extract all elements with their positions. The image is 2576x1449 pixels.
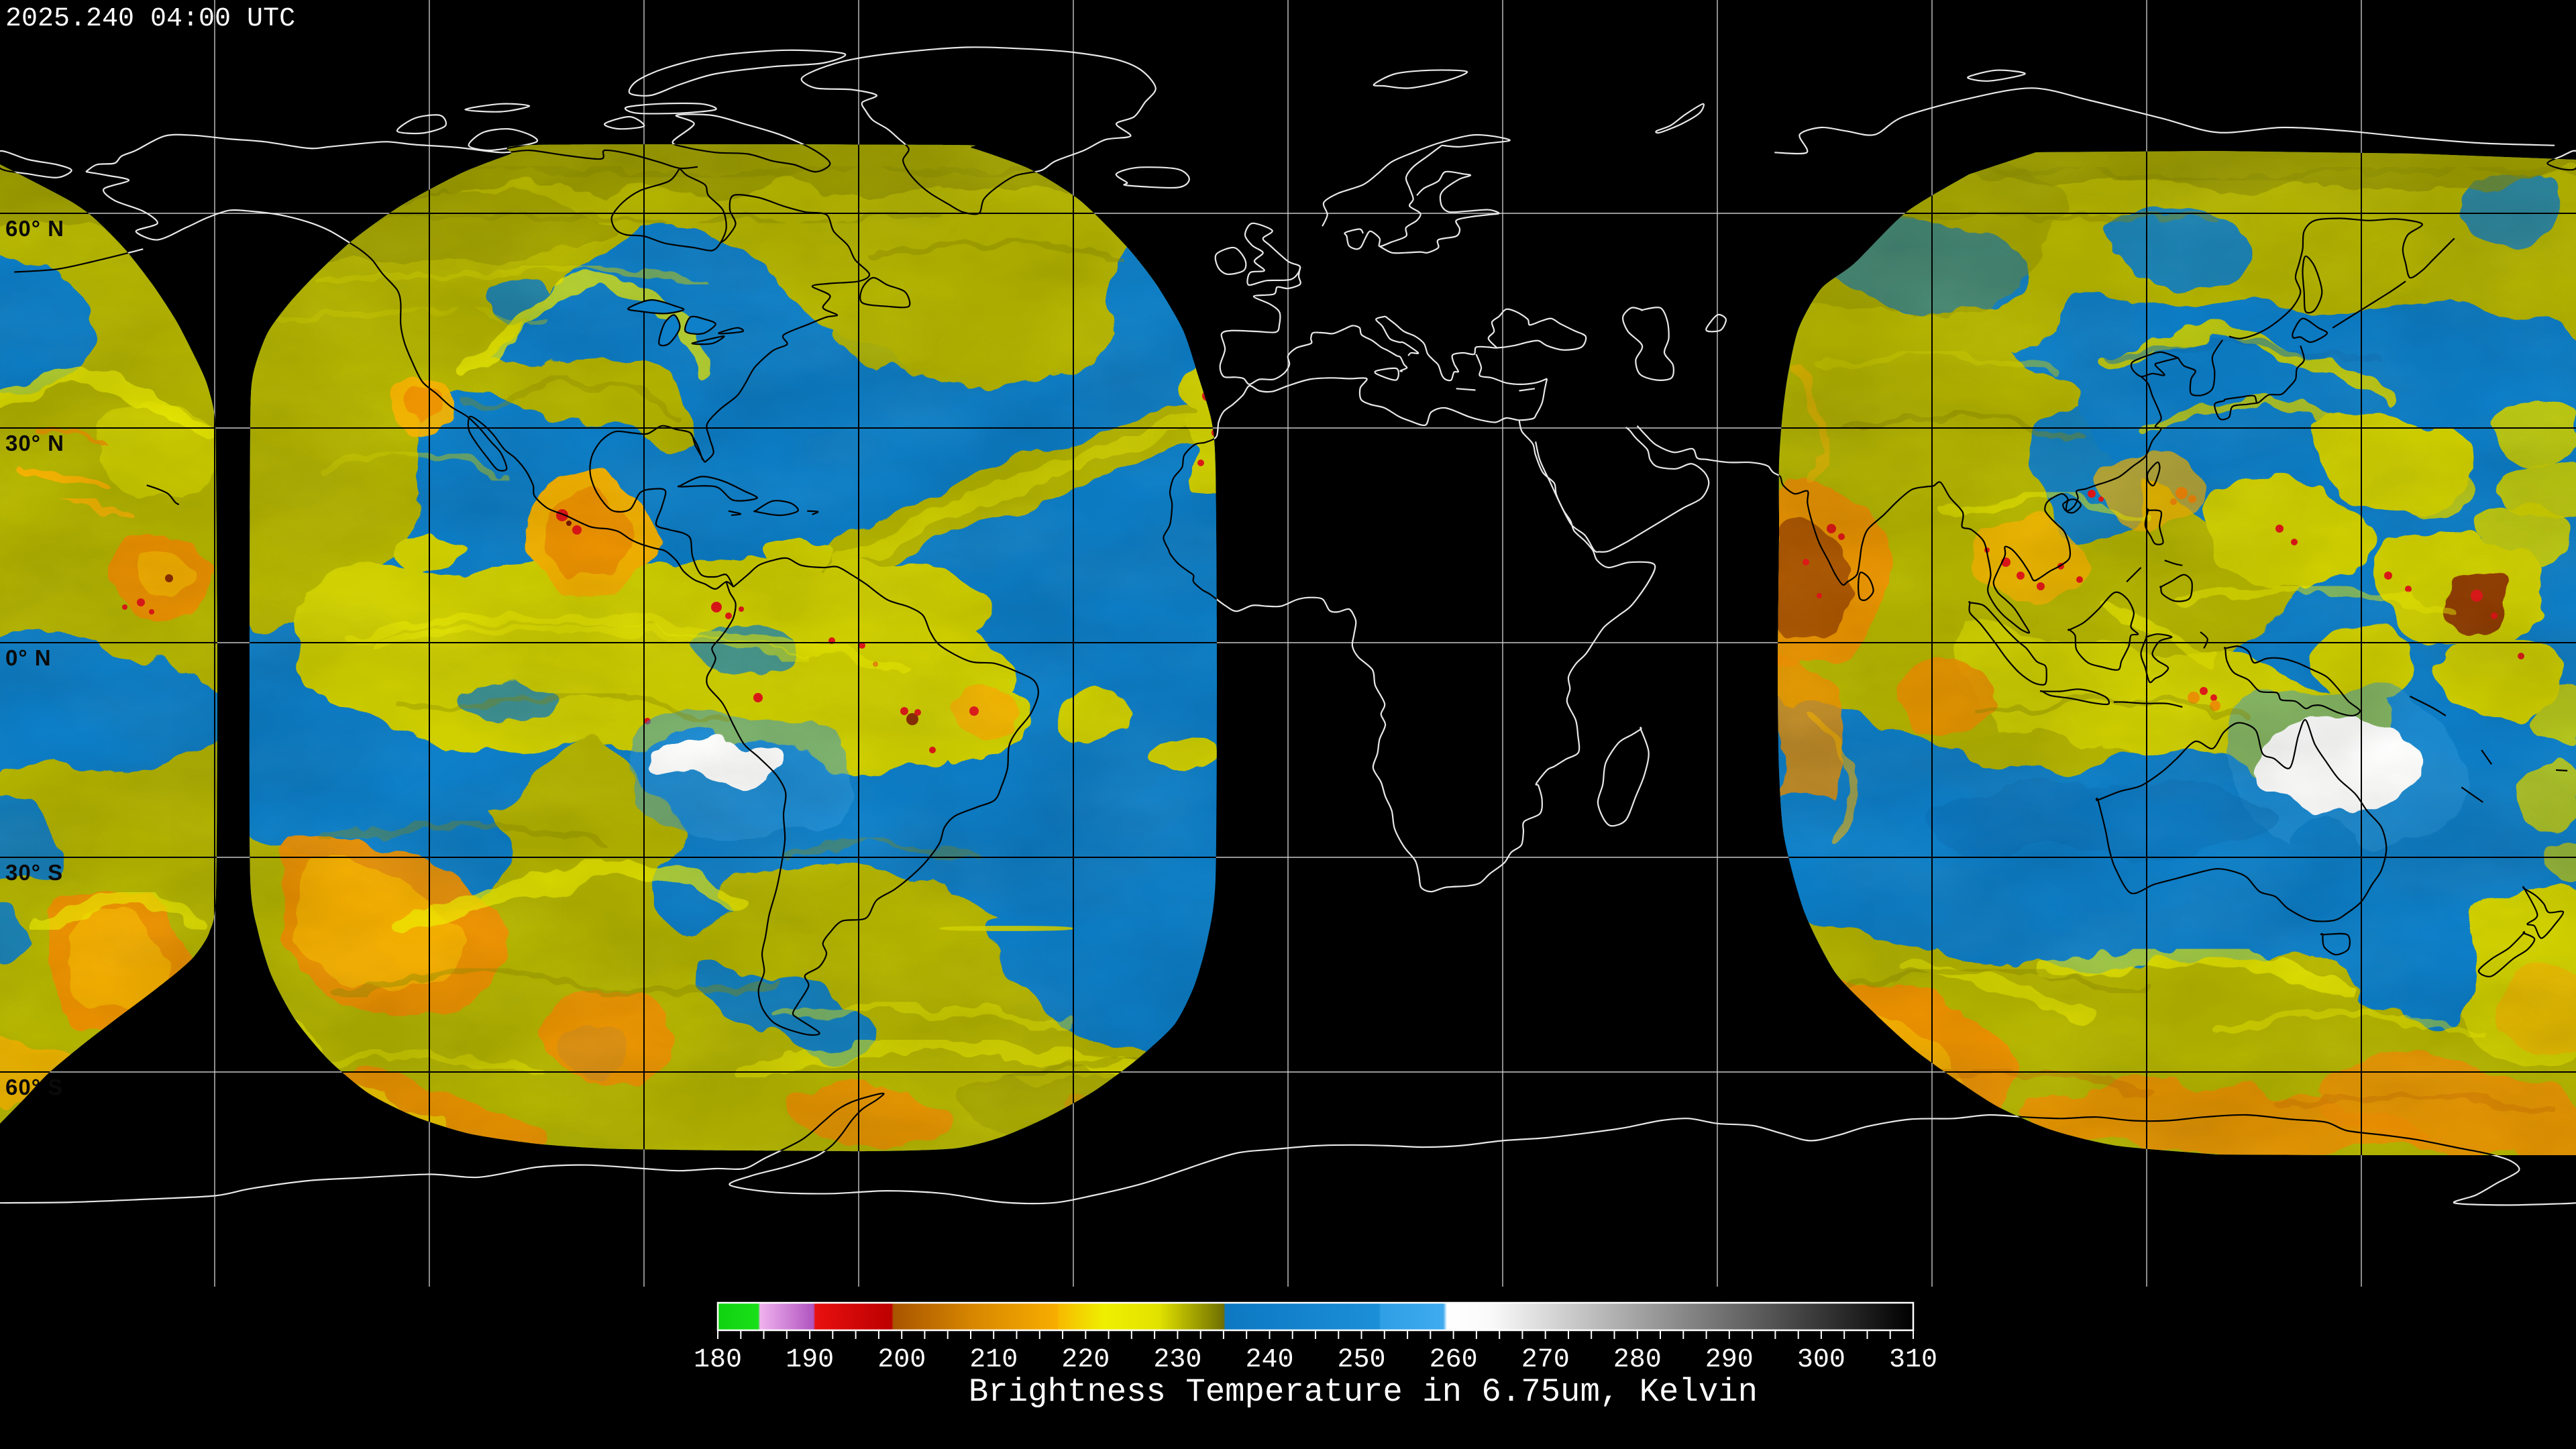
svg-text:250: 250 bbox=[1337, 1345, 1385, 1375]
svg-text:280: 280 bbox=[1613, 1345, 1662, 1375]
svg-text:30° S: 30° S bbox=[5, 860, 63, 885]
svg-text:60° N: 60° N bbox=[5, 216, 64, 241]
svg-text:290: 290 bbox=[1705, 1345, 1754, 1375]
svg-text:60° S: 60° S bbox=[5, 1075, 63, 1099]
svg-text:260: 260 bbox=[1430, 1345, 1478, 1375]
svg-text:210: 210 bbox=[969, 1345, 1018, 1375]
svg-text:180: 180 bbox=[694, 1345, 742, 1375]
svg-text:200: 200 bbox=[877, 1345, 926, 1375]
svg-text:30° N: 30° N bbox=[5, 431, 64, 455]
svg-text:2025.240 04:00 UTC: 2025.240 04:00 UTC bbox=[5, 4, 295, 34]
svg-text:310: 310 bbox=[1889, 1345, 1937, 1375]
svg-text:270: 270 bbox=[1521, 1345, 1570, 1375]
svg-text:300: 300 bbox=[1797, 1345, 1845, 1375]
svg-text:230: 230 bbox=[1153, 1345, 1201, 1375]
svg-text:240: 240 bbox=[1245, 1345, 1293, 1375]
svg-text:190: 190 bbox=[786, 1345, 834, 1375]
svg-text:Brightness Temperature in 6.75: Brightness Temperature in 6.75um, Kelvin bbox=[969, 1373, 1758, 1411]
svg-text:220: 220 bbox=[1061, 1345, 1110, 1375]
svg-text:0° N: 0° N bbox=[5, 645, 52, 670]
